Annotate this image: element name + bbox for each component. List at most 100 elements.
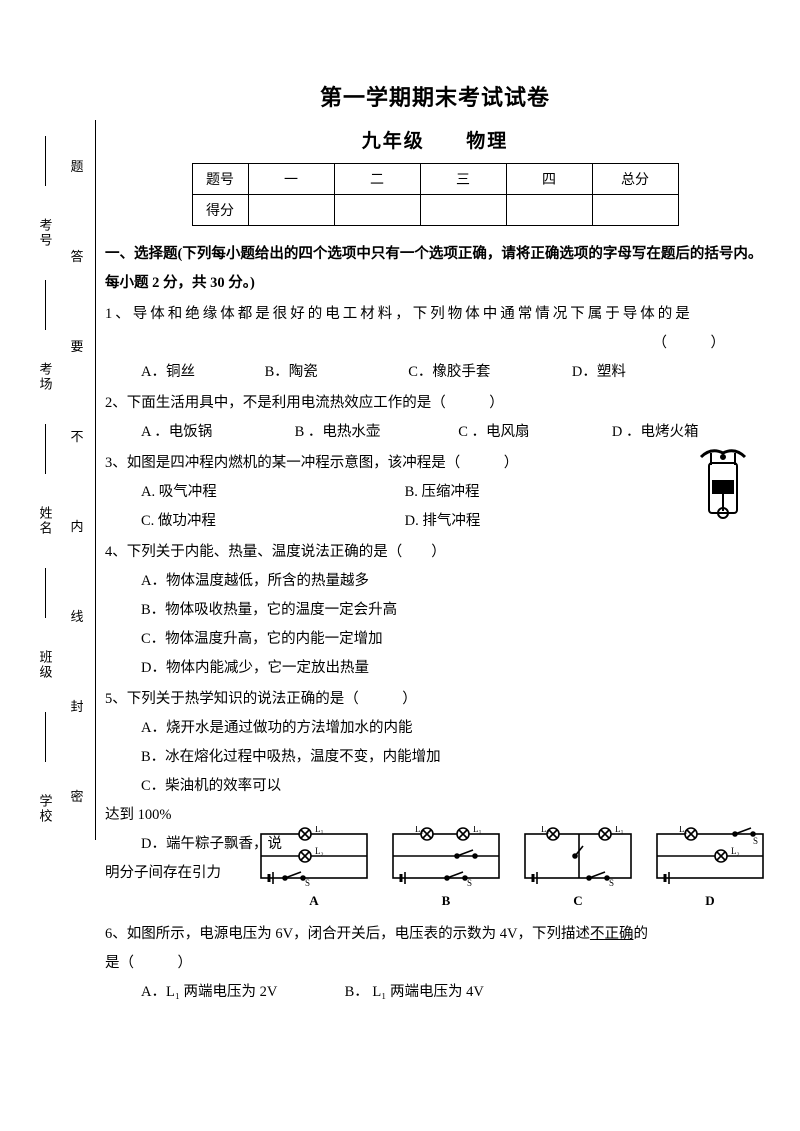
page-title: 第一学期期末考试试卷	[105, 80, 765, 112]
circuit-caption: C	[519, 888, 637, 914]
circuit-b: L₂ L₁ S B	[387, 826, 505, 914]
binding-underline	[45, 568, 46, 618]
score-cell	[592, 195, 678, 226]
svg-text:L₂: L₂	[541, 826, 550, 834]
binding-char: 答	[70, 246, 83, 265]
circuit-diagrams: L₁ L₂ S A L₂	[255, 826, 765, 914]
q4-opt-c: C．物体温度升高，它的内能一定增加	[141, 625, 765, 654]
section-heading: 一、选择题(下列每小题给出的四个选项中只有一个选项正确，请将正确选项的字母写在题…	[105, 240, 765, 298]
circuit-d: L₁ S L₂ D	[651, 826, 769, 914]
binding-underline	[45, 280, 46, 330]
circuit-c: L₂ L₁ S C	[519, 826, 637, 914]
question-6: 6、如图所示，电源电压为 6V，闭合开关后，电压表的示数为 4V，下列描述不正确…	[105, 920, 765, 1007]
q6-opt-a: A．L₁ 两端电压为 2V	[141, 978, 341, 1007]
question-3: 3、如图是四冲程内燃机的某一冲程示意图，该冲程是（ ） A. 吸气冲程 B. 压…	[105, 449, 765, 536]
table-row: 得分	[192, 195, 678, 226]
q3-options: A. 吸气冲程 B. 压缩冲程 C. 做功冲程 D. 排气冲程	[105, 478, 765, 536]
q1-paren: （ ）	[105, 329, 765, 358]
q6-stem: 6、如图所示，电源电压为 6V，闭合开关后，电压表的示数为 4V，下列描述不正确…	[105, 920, 765, 949]
q4-opt-a: A．物体温度越低，所含的热量越多	[141, 567, 765, 596]
question-1: 1、导体和绝缘体都是很好的电工材料，下列物体中通常情况下属于导体的是 （ ） A…	[105, 300, 765, 387]
svg-text:L₁: L₁	[315, 826, 324, 834]
circuit-caption: D	[651, 888, 769, 914]
score-cell	[248, 195, 334, 226]
binding-gutter: 学校 班级 姓名 考场 考号 密 封 线 内 不 要 答 题	[30, 120, 100, 840]
binding-label: 考场	[36, 362, 55, 392]
score-col: 三	[420, 164, 506, 195]
q6-options: A．L₁ 两端电压为 2V B． L₁ 两端电压为 4V	[105, 978, 765, 1007]
q3-opt-c: C. 做功冲程	[141, 507, 401, 536]
q4-options: A．物体温度越低，所含的热量越多 B．物体吸收热量，它的温度一定会升高 C．物体…	[105, 567, 765, 683]
circuit-caption: B	[387, 888, 505, 914]
binding-label: 姓名	[36, 506, 55, 536]
svg-text:S: S	[753, 836, 758, 846]
svg-text:L₁: L₁	[679, 826, 688, 834]
score-row-label: 题号	[192, 164, 248, 195]
binding-char: 线	[70, 606, 83, 625]
svg-text:L₂: L₂	[415, 826, 424, 834]
binding-label: 班级	[36, 650, 55, 680]
circuit-caption: A	[255, 888, 373, 914]
svg-text:S: S	[467, 878, 472, 886]
q4-stem: 4、下列关于内能、热量、温度说法正确的是（ ）	[105, 538, 765, 567]
q2-opt-d: D ．电烤火箱	[612, 418, 699, 447]
q2-stem: 2、下面生活用具中，不是利用电流热效应工作的是（ ）	[105, 389, 765, 418]
svg-text:S: S	[305, 878, 310, 886]
q1-opt-b: B．陶瓷	[265, 358, 405, 387]
q5-opt-c-line1: C．柴油机的效率可以	[105, 772, 765, 801]
q3-stem: 3、如图是四冲程内燃机的某一冲程示意图，该冲程是（ ）	[105, 449, 765, 478]
q6-stem-not: 不正确	[590, 926, 634, 942]
binding-underline	[45, 712, 46, 762]
binding-char: 要	[70, 336, 83, 355]
binding-inner-chars: 密 封 线 内 不 要 答 题	[62, 120, 92, 840]
binding-underline	[45, 424, 46, 474]
q1-opt-a: A．铜丝	[141, 358, 261, 387]
subtitle-subject: 物理	[466, 131, 508, 152]
q5-opt-b: B．冰在熔化过程中吸热，温度不变，内能增加	[141, 743, 765, 772]
score-table: 题号 一 二 三 四 总分 得分	[192, 163, 679, 226]
q1-stem: 1、导体和绝缘体都是很好的电工材料，下列物体中通常情况下属于导体的是	[105, 300, 765, 329]
circuit-a: L₁ L₂ S A	[255, 826, 373, 914]
svg-text:L₁: L₁	[615, 826, 624, 834]
binding-char: 题	[70, 156, 83, 175]
table-row: 题号 一 二 三 四 总分	[192, 164, 678, 195]
binding-line	[95, 120, 96, 840]
binding-char: 内	[70, 516, 83, 535]
q1-opt-d: D．塑料	[572, 358, 626, 387]
score-col: 一	[248, 164, 334, 195]
q1-opt-c: C．橡胶手套	[408, 358, 568, 387]
binding-label: 学校	[36, 794, 55, 824]
binding-underline	[45, 136, 46, 186]
score-cell	[506, 195, 592, 226]
score-col: 四	[506, 164, 592, 195]
score-cell	[334, 195, 420, 226]
svg-text:L₂: L₂	[315, 846, 324, 856]
score-cell	[420, 195, 506, 226]
svg-text:L₂: L₂	[731, 846, 740, 856]
q4-opt-b: B．物体吸收热量，它的温度一定会升高	[141, 596, 765, 625]
question-2: 2、下面生活用具中，不是利用电流热效应工作的是（ ） A ．电饭锅 B ．电热水…	[105, 389, 765, 447]
q2-options: A ．电饭锅 B ．电热水壶 C ．电风扇 D ．电烤火箱	[105, 418, 765, 447]
q2-opt-a: A ．电饭锅	[141, 418, 291, 447]
q3-opt-d: D. 排气冲程	[405, 507, 481, 536]
q3-opt-b: B. 压缩冲程	[405, 478, 480, 507]
q5-options-ab: A．烧开水是通过做功的方法增加水的内能 B．冰在熔化过程中吸热，温度不变，内能增…	[105, 714, 765, 772]
question-4: 4、下列关于内能、热量、温度说法正确的是（ ） A．物体温度越低，所含的热量越多…	[105, 538, 765, 683]
exam-body: 一、选择题(下列每小题给出的四个选项中只有一个选项正确，请将正确选项的字母写在题…	[105, 240, 765, 1007]
q6-stem-a: 6、如图所示，电源电压为 6V，闭合开关后，电压表的示数为 4V，下列描述	[105, 926, 590, 942]
q3-opt-a: A. 吸气冲程	[141, 478, 401, 507]
binding-outer-labels: 学校 班级 姓名 考场 考号	[30, 120, 60, 840]
q4-opt-d: D．物体内能减少，它一定放出热量	[141, 654, 765, 683]
score-col: 总分	[592, 164, 678, 195]
svg-text:S: S	[609, 878, 614, 886]
q6-stem-c: 是（ ）	[105, 949, 765, 978]
q1-options: A．铜丝 B．陶瓷 C．橡胶手套 D．塑料	[105, 358, 765, 387]
svg-text:L₁: L₁	[473, 826, 482, 834]
q2-opt-c: C ．电风扇	[458, 418, 608, 447]
q5-stem: 5、下列关于热学知识的说法正确的是（ ）	[105, 685, 765, 714]
binding-char: 封	[70, 696, 83, 715]
q2-opt-b: B ．电热水壶	[295, 418, 455, 447]
score-row-label: 得分	[192, 195, 248, 226]
binding-label: 考号	[36, 218, 55, 248]
engine-diagram-icon	[691, 443, 755, 523]
